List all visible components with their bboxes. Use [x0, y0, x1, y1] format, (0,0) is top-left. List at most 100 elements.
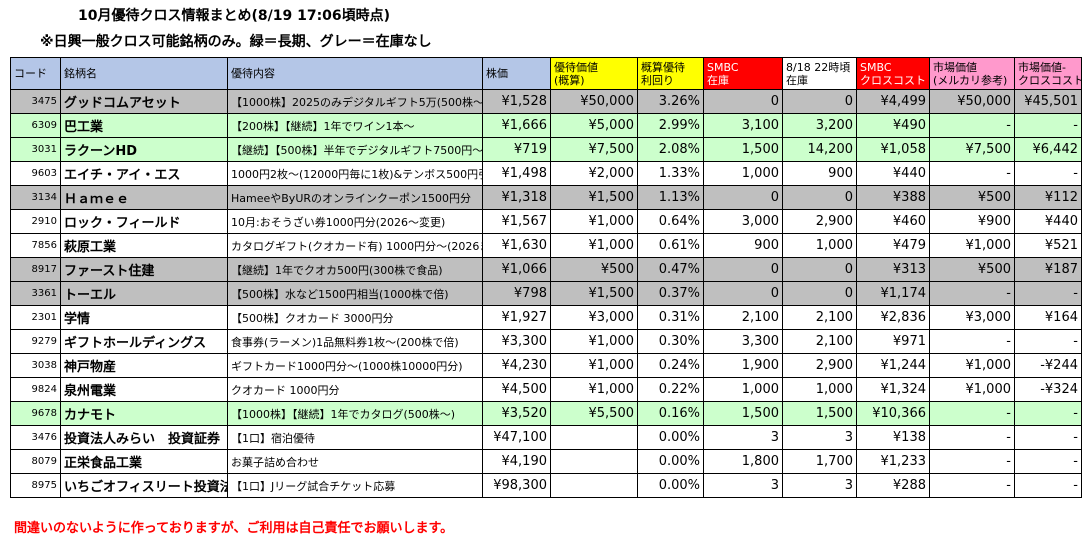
cell-code: 9603	[10, 161, 61, 186]
cell-price: ¥4,230	[482, 353, 551, 378]
cell-cross-cost: ¥10,366	[856, 401, 930, 426]
cell-cross-cost: ¥490	[856, 113, 930, 138]
header-market-line2: (メルカリ参考)	[933, 73, 1008, 87]
table-body: 3475 グッドコムアセット 【1000株】2025のみデジタルギフト5万(500株…	[10, 89, 1082, 498]
header-stock818-line1: 8/18 22時頃	[786, 60, 851, 74]
cell-code: 9279	[10, 329, 61, 354]
cell-cross-cost: ¥1,058	[856, 137, 930, 162]
cell-yutai-value: ¥2,000	[550, 161, 638, 186]
cell-stock-818: 1,700	[782, 449, 857, 474]
cell-code: 3476	[10, 425, 61, 450]
cell-smbc-stock: 0	[703, 185, 783, 210]
cell-price: ¥1,567	[482, 209, 551, 234]
cell-code: 3361	[10, 281, 61, 306]
cell-yutai: お菓子詰め合わせ	[227, 449, 483, 474]
table-row: 2301 学情 【500株】クオカード 3000円分 ¥1,927 ¥3,000 0.31…	[10, 305, 1082, 330]
cell-cross-cost: ¥2,836	[856, 305, 930, 330]
cell-yield: 0.00%	[637, 449, 704, 474]
cell-stock-818: 0	[782, 281, 857, 306]
cell-stock-818: 0	[782, 185, 857, 210]
cell-yutai-value: ¥50,000	[550, 89, 638, 114]
cell-stock-name: Ｈａｍｅｅ	[60, 185, 228, 210]
page-subtitle: ※日興一般クロス可能銘柄のみ。緑＝長期、グレー＝在庫なし	[40, 34, 432, 50]
cell-market-minus-cost: ¥112	[1014, 185, 1082, 210]
cell-yutai: 【500株】水など1500円相当(1000株で倍)	[227, 281, 483, 306]
cell-smbc-stock: 3,300	[703, 329, 783, 354]
cell-price: ¥1,066	[482, 257, 551, 282]
cell-price: ¥4,500	[482, 377, 551, 402]
cell-market-minus-cost: -	[1014, 401, 1082, 426]
header-stock818-line2: 在庫	[786, 73, 808, 87]
cell-yield: 3.26%	[637, 89, 704, 114]
cell-price: ¥1,318	[482, 185, 551, 210]
header-name: 銘柄名	[60, 57, 228, 90]
cell-smbc-stock: 2,100	[703, 305, 783, 330]
cell-stock-818: 1,000	[782, 233, 857, 258]
cell-market-minus-cost: -	[1014, 473, 1082, 498]
cell-code: 6309	[10, 113, 61, 138]
cell-yutai-value: ¥3,000	[550, 305, 638, 330]
cell-yutai-value: ¥1,000	[550, 353, 638, 378]
cell-cross-cost: ¥288	[856, 473, 930, 498]
cell-cross-cost: ¥4,499	[856, 89, 930, 114]
cell-price: ¥3,520	[482, 401, 551, 426]
cell-yutai-value: ¥1,000	[550, 377, 638, 402]
header-stock-818: 8/18 22時頃 在庫	[782, 57, 857, 90]
cell-yutai-value: ¥1,000	[550, 209, 638, 234]
cell-price: ¥1,528	[482, 89, 551, 114]
cell-cross-cost: ¥440	[856, 161, 930, 186]
table-row: 3134 Ｈａｍｅｅ HameeやByURのオンラインクーポン1500円分 ¥1,31…	[10, 185, 1082, 210]
cell-stock-818: 2,100	[782, 305, 857, 330]
table-row: 9279 ギフトホールディングス 食事券(ラーメン)1品無料券1枚～(200株で倍)…	[10, 329, 1082, 354]
cell-yutai-value	[550, 449, 638, 474]
cell-market-value: -	[929, 449, 1015, 474]
cell-market-minus-cost: -	[1014, 113, 1082, 138]
cell-smbc-stock: 1,800	[703, 449, 783, 474]
cell-cross-cost: ¥971	[856, 329, 930, 354]
cell-smbc-stock: 3,100	[703, 113, 783, 138]
cell-code: 3038	[10, 353, 61, 378]
cell-yutai-value: ¥1,500	[550, 281, 638, 306]
cell-smbc-stock: 3	[703, 473, 783, 498]
cell-market-minus-cost: -	[1014, 425, 1082, 450]
cell-stock-818: 2,100	[782, 329, 857, 354]
cell-yield: 0.31%	[637, 305, 704, 330]
cell-market-value: -	[929, 281, 1015, 306]
cell-market-minus-cost: -¥324	[1014, 377, 1082, 402]
cell-yield: 0.00%	[637, 425, 704, 450]
cell-yutai: 【200株】【継続】1年でワイン1本～	[227, 113, 483, 138]
header-cost-line2: クロスコスト	[860, 73, 926, 87]
cell-cross-cost: ¥1,233	[856, 449, 930, 474]
cell-code: 8975	[10, 473, 61, 498]
cell-smbc-stock: 900	[703, 233, 783, 258]
cell-yutai: 【1口】Jリーグ試合チケット応募	[227, 473, 483, 498]
cell-stock-818: 3	[782, 473, 857, 498]
cell-stock-818: 3	[782, 425, 857, 450]
header-cross-cost: SMBC クロスコスト	[856, 57, 930, 90]
cell-yutai: 【1000株】【継続】1年でカタログ(500株～)	[227, 401, 483, 426]
cell-smbc-stock: 3,000	[703, 209, 783, 234]
cell-market-minus-cost: ¥187	[1014, 257, 1082, 282]
cell-yutai: 【継続】【500株】半年でデジタルギフト7500円～(	[227, 137, 483, 162]
cell-stock-name: ラクーンHD	[60, 137, 228, 162]
cell-market-minus-cost: ¥440	[1014, 209, 1082, 234]
cell-market-minus-cost: ¥521	[1014, 233, 1082, 258]
table-row: 3476 投資法人みらい 投資証券 【1口】宿泊優待 ¥47,100 0.00% 3 3 ¥1…	[10, 425, 1082, 450]
cell-yield: 0.61%	[637, 233, 704, 258]
cell-market-value: -	[929, 161, 1015, 186]
cell-smbc-stock: 0	[703, 257, 783, 282]
cell-cross-cost: ¥313	[856, 257, 930, 282]
cell-price: ¥719	[482, 137, 551, 162]
header-market-value: 市場価値 (メルカリ参考)	[929, 57, 1015, 90]
cell-yield: 2.99%	[637, 113, 704, 138]
cell-stock-name: トーエル	[60, 281, 228, 306]
cell-stock-name: 泉州電業	[60, 377, 228, 402]
cell-stock-name: 巴工業	[60, 113, 228, 138]
header-code: コード	[10, 57, 61, 90]
cell-cross-cost: ¥1,174	[856, 281, 930, 306]
table-row: 8917 ファースト住建 【継続】1年でクオカ500円(300株で食品) ¥1,066…	[10, 257, 1082, 282]
cell-market-value: ¥7,500	[929, 137, 1015, 162]
table-row: 6309 巴工業 【200株】【継続】1年でワイン1本～ ¥1,666 ¥5,000 2.…	[10, 113, 1082, 138]
cell-smbc-stock: 0	[703, 89, 783, 114]
cell-yield: 0.47%	[637, 257, 704, 282]
